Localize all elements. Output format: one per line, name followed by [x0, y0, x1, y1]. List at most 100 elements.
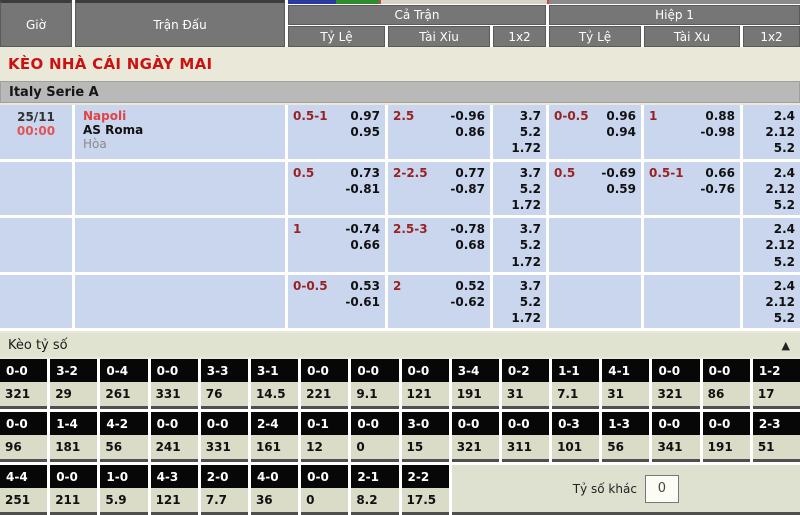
score-cell[interactable]: 0-0 121	[401, 359, 449, 410]
ft-handicap-cell[interactable]: 0-0.5 0.53 -0.61	[288, 274, 385, 329]
score-cell[interactable]: 1-0 5.9	[100, 465, 148, 515]
score-label[interactable]: 0-0	[150, 412, 198, 436]
score-cell[interactable]: 0-0 341	[652, 412, 700, 463]
score-odds[interactable]: 31	[602, 382, 650, 410]
score-odds[interactable]: 15	[401, 435, 449, 463]
score-cell[interactable]: 1-3 56	[602, 412, 650, 463]
score-cell[interactable]: 0-0 331	[150, 359, 198, 410]
score-odds[interactable]: 261	[100, 382, 148, 410]
ft-handicap-cell[interactable]: 0.5 0.73 -0.81	[288, 161, 385, 216]
odds-values[interactable]: -0.69 0.59	[601, 165, 636, 214]
odds-bottom[interactable]: 0.66	[350, 238, 380, 253]
score-label[interactable]: 0-2	[501, 359, 550, 383]
match-teams-cell[interactable]: Napoli AS Roma Hòa	[75, 105, 285, 159]
ft-handicap-cell[interactable]: 1 -0.74 0.66	[288, 218, 385, 272]
odds-top[interactable]: 0.77	[455, 165, 485, 180]
score-odds[interactable]: 311	[501, 435, 550, 463]
score-label[interactable]: 0-0	[451, 412, 499, 436]
odds-top[interactable]: 0.52	[455, 278, 485, 293]
h1-1x2-cell[interactable]: 2.4 2.12 5.2	[743, 105, 800, 159]
score-odds[interactable]: 161	[250, 435, 299, 463]
score-cell[interactable]: 2-2 17.5	[401, 465, 449, 515]
h1-handicap-cell[interactable]	[549, 218, 641, 272]
score-odds[interactable]: 191	[451, 382, 499, 410]
score-label[interactable]: 0-0	[0, 412, 48, 436]
odds-bottom[interactable]: 0.86	[455, 125, 485, 140]
odds-values[interactable]: 0.73 -0.81	[345, 165, 380, 214]
score-cell[interactable]: 0-0 321	[0, 359, 48, 410]
score-cell[interactable]: 0-0 241	[150, 412, 198, 463]
odds-bottom[interactable]: -0.87	[450, 181, 485, 196]
h1-1x2-cell-odds[interactable]: 2.4	[773, 278, 795, 293]
score-cell[interactable]: 0-0 0	[301, 465, 349, 515]
h1-1x2-cell-odds[interactable]: 2.12	[765, 181, 795, 196]
odds-top[interactable]: -0.78	[450, 222, 485, 237]
score-cell[interactable]: 4-1 31	[602, 359, 650, 410]
home-team[interactable]: Napoli	[83, 109, 127, 123]
score-label[interactable]: 1-3	[602, 412, 650, 436]
score-label[interactable]: 2-4	[250, 412, 299, 436]
score-cell[interactable]: 2-3 51	[752, 412, 800, 463]
score-cell[interactable]: 0-0 321	[451, 412, 499, 463]
score-label[interactable]: 0-0	[0, 359, 48, 383]
score-label[interactable]: 0-0	[301, 359, 349, 383]
score-label[interactable]: 0-1	[301, 412, 349, 436]
score-cell[interactable]: 1-4 181	[50, 412, 98, 463]
h1-overunder-cell[interactable]	[644, 218, 740, 272]
odds-values[interactable]: -0.74 0.66	[345, 221, 380, 270]
score-label[interactable]: 0-3	[552, 412, 600, 436]
score-odds[interactable]: 8.2	[351, 488, 399, 515]
score-cell[interactable]: 0-0 0	[351, 412, 399, 463]
score-label[interactable]: 0-0	[401, 359, 449, 383]
odds-bottom[interactable]: -0.62	[450, 294, 485, 309]
score-odds[interactable]: 321	[652, 382, 700, 410]
score-odds[interactable]: 331	[200, 435, 248, 463]
odds-values[interactable]: 0.53 -0.61	[345, 278, 380, 327]
ft-1x2-cell[interactable]: 3.7 5.2 1.72	[493, 105, 546, 159]
odds-top[interactable]: 0.73	[350, 165, 380, 180]
score-odds[interactable]: 241	[150, 435, 198, 463]
ft-handicap-cell[interactable]: 0.5-1 0.97 0.95	[288, 105, 385, 159]
score-odds[interactable]: 56	[100, 435, 148, 463]
score-odds[interactable]: 29	[50, 382, 98, 410]
h1-1x2-cell[interactable]: 2.4 2.12 5.2	[743, 274, 800, 329]
h1-1x2-cell-odds[interactable]: 5.2	[773, 254, 795, 269]
h1-1x2-cell-odds[interactable]: 5.2	[773, 311, 795, 326]
score-odds[interactable]: 51	[752, 435, 800, 463]
score-label[interactable]: 4-2	[100, 412, 148, 436]
h1-1x2-cell[interactable]: 2.4 2.12 5.2	[743, 218, 800, 272]
score-odds[interactable]: 36	[250, 488, 299, 515]
score-odds[interactable]: 331	[150, 382, 198, 410]
ft-1x2-cell[interactable]: 3.7 5.2 1.72	[493, 161, 546, 216]
score-cell[interactable]: 0-2 31	[501, 359, 550, 410]
ft-1x2-cell-odds[interactable]: 1.72	[511, 254, 541, 269]
score-odds[interactable]: 211	[50, 488, 98, 515]
score-cell[interactable]: 0-3 101	[552, 412, 600, 463]
ft-overunder-cell[interactable]: 2-2.5 0.77 -0.87	[388, 161, 490, 216]
score-label[interactable]: 0-0	[351, 359, 399, 383]
score-cell[interactable]: 2-1 8.2	[351, 465, 399, 515]
score-cell[interactable]: 3-1 14.5	[250, 359, 299, 410]
score-odds[interactable]: 7.1	[552, 382, 600, 410]
odds-values[interactable]: 0.96 0.94	[606, 108, 636, 157]
score-label[interactable]: 2-3	[752, 412, 800, 436]
odds-bottom[interactable]: 0.59	[606, 181, 636, 196]
odds-bottom[interactable]: -0.98	[700, 125, 735, 140]
score-odds[interactable]: 76	[200, 382, 248, 410]
score-label[interactable]: 0-0	[702, 412, 750, 436]
score-cell[interactable]: 0-0 9.1	[351, 359, 399, 410]
ft-overunder-cell[interactable]: 2.5-3 -0.78 0.68	[388, 218, 490, 272]
score-cell[interactable]: 4-2 56	[100, 412, 148, 463]
score-label[interactable]: 3-1	[250, 359, 299, 383]
score-label[interactable]: 3-2	[50, 359, 98, 383]
ft-overunder-cell[interactable]: 2.5 -0.96 0.86	[388, 105, 490, 159]
score-odds[interactable]: 191	[702, 435, 750, 463]
score-cell[interactable]: 4-3 121	[150, 465, 198, 515]
score-odds[interactable]: 5.9	[100, 488, 148, 515]
score-label[interactable]: 1-1	[552, 359, 600, 383]
odds-values[interactable]: 0.66 -0.76	[700, 165, 735, 214]
odds-values[interactable]: 0.88 -0.98	[700, 108, 735, 157]
odds-bottom[interactable]: -0.61	[345, 294, 380, 309]
odds-top[interactable]: 0.97	[350, 109, 380, 123]
h1-1x2-cell-odds[interactable]: 5.2	[773, 197, 795, 212]
